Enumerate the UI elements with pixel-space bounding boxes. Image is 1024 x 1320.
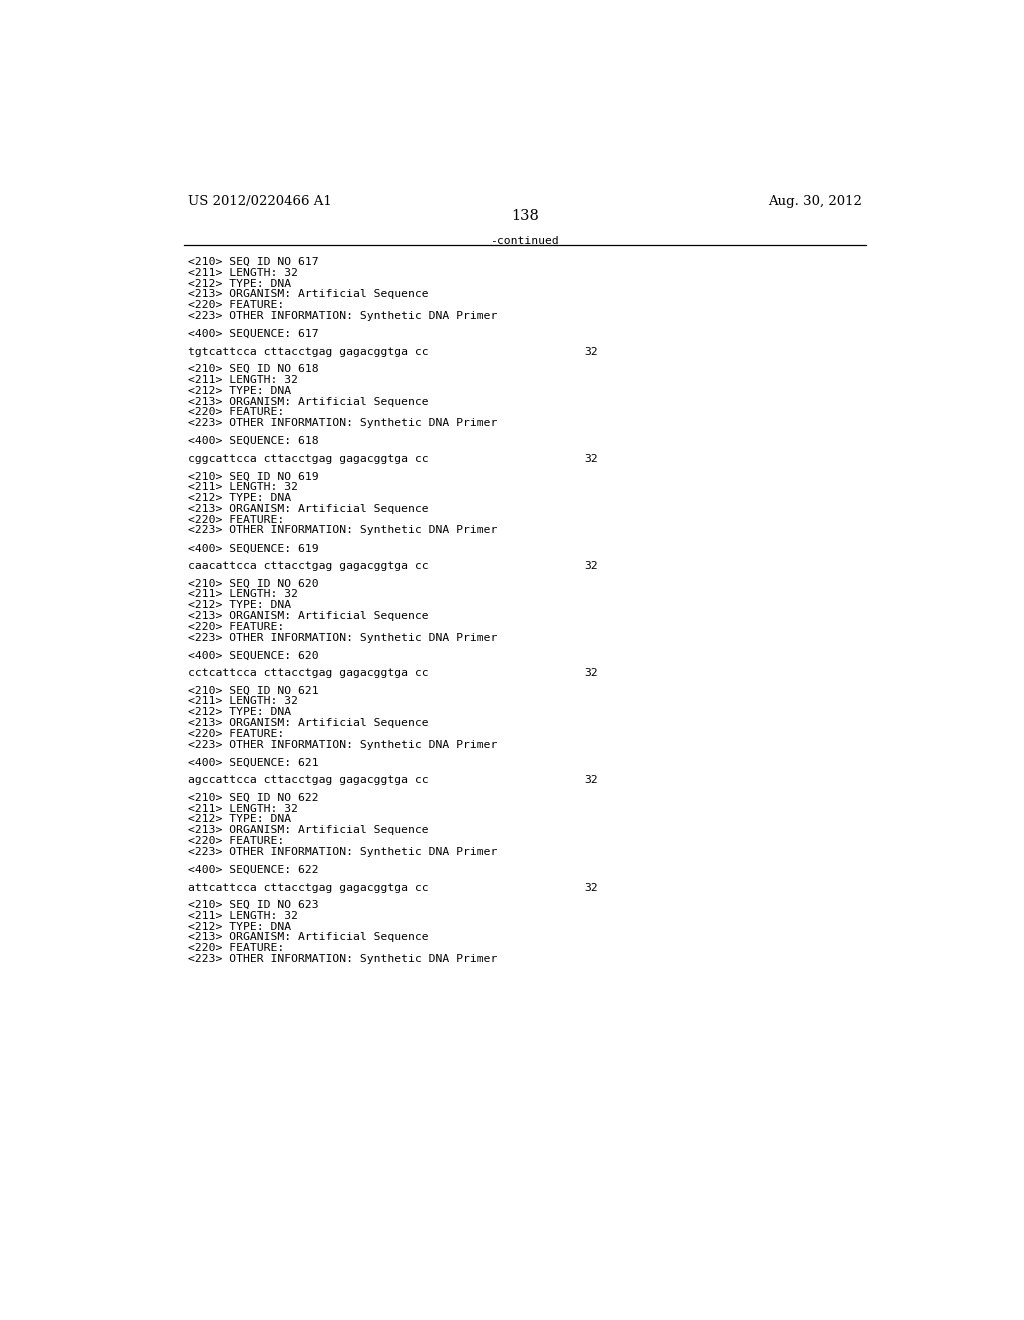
Text: <400> SEQUENCE: 622: <400> SEQUENCE: 622 <box>187 865 318 875</box>
Text: <212> TYPE: DNA: <212> TYPE: DNA <box>187 601 291 610</box>
Text: <223> OTHER INFORMATION: Synthetic DNA Primer: <223> OTHER INFORMATION: Synthetic DNA P… <box>187 739 497 750</box>
Text: <400> SEQUENCE: 617: <400> SEQUENCE: 617 <box>187 329 318 339</box>
Text: <211> LENGTH: 32: <211> LENGTH: 32 <box>187 589 298 599</box>
Text: <220> FEATURE:: <220> FEATURE: <box>187 515 284 524</box>
Text: <220> FEATURE:: <220> FEATURE: <box>187 300 284 310</box>
Text: <213> ORGANISM: Artificial Sequence: <213> ORGANISM: Artificial Sequence <box>187 718 428 729</box>
Text: <211> LENGTH: 32: <211> LENGTH: 32 <box>187 911 298 921</box>
Text: <210> SEQ ID NO 623: <210> SEQ ID NO 623 <box>187 900 318 909</box>
Text: <210> SEQ ID NO 620: <210> SEQ ID NO 620 <box>187 578 318 589</box>
Text: <212> TYPE: DNA: <212> TYPE: DNA <box>187 921 291 932</box>
Text: <212> TYPE: DNA: <212> TYPE: DNA <box>187 492 291 503</box>
Text: 32: 32 <box>585 454 598 465</box>
Text: <212> TYPE: DNA: <212> TYPE: DNA <box>187 385 291 396</box>
Text: <220> FEATURE:: <220> FEATURE: <box>187 622 284 632</box>
Text: <211> LENGTH: 32: <211> LENGTH: 32 <box>187 482 298 492</box>
Text: <223> OTHER INFORMATION: Synthetic DNA Primer: <223> OTHER INFORMATION: Synthetic DNA P… <box>187 632 497 643</box>
Text: <400> SEQUENCE: 618: <400> SEQUENCE: 618 <box>187 436 318 446</box>
Text: <211> LENGTH: 32: <211> LENGTH: 32 <box>187 268 298 277</box>
Text: <400> SEQUENCE: 621: <400> SEQUENCE: 621 <box>187 758 318 768</box>
Text: <223> OTHER INFORMATION: Synthetic DNA Primer: <223> OTHER INFORMATION: Synthetic DNA P… <box>187 418 497 428</box>
Text: <223> OTHER INFORMATION: Synthetic DNA Primer: <223> OTHER INFORMATION: Synthetic DNA P… <box>187 847 497 857</box>
Text: <213> ORGANISM: Artificial Sequence: <213> ORGANISM: Artificial Sequence <box>187 504 428 513</box>
Text: 32: 32 <box>585 775 598 785</box>
Text: <210> SEQ ID NO 621: <210> SEQ ID NO 621 <box>187 685 318 696</box>
Text: <210> SEQ ID NO 622: <210> SEQ ID NO 622 <box>187 793 318 803</box>
Text: -continued: -continued <box>490 236 559 246</box>
Text: 32: 32 <box>585 668 598 678</box>
Text: <213> ORGANISM: Artificial Sequence: <213> ORGANISM: Artificial Sequence <box>187 289 428 300</box>
Text: Aug. 30, 2012: Aug. 30, 2012 <box>768 195 862 209</box>
Text: <210> SEQ ID NO 617: <210> SEQ ID NO 617 <box>187 257 318 267</box>
Text: <223> OTHER INFORMATION: Synthetic DNA Primer: <223> OTHER INFORMATION: Synthetic DNA P… <box>187 525 497 536</box>
Text: US 2012/0220466 A1: US 2012/0220466 A1 <box>187 195 332 209</box>
Text: <400> SEQUENCE: 619: <400> SEQUENCE: 619 <box>187 544 318 553</box>
Text: tgtcattcca cttacctgag gagacggtga cc: tgtcattcca cttacctgag gagacggtga cc <box>187 347 428 356</box>
Text: <400> SEQUENCE: 620: <400> SEQUENCE: 620 <box>187 651 318 660</box>
Text: cggcattcca cttacctgag gagacggtga cc: cggcattcca cttacctgag gagacggtga cc <box>187 454 428 465</box>
Text: <213> ORGANISM: Artificial Sequence: <213> ORGANISM: Artificial Sequence <box>187 825 428 836</box>
Text: 138: 138 <box>511 210 539 223</box>
Text: <220> FEATURE:: <220> FEATURE: <box>187 944 284 953</box>
Text: <210> SEQ ID NO 618: <210> SEQ ID NO 618 <box>187 364 318 374</box>
Text: 32: 32 <box>585 561 598 572</box>
Text: <212> TYPE: DNA: <212> TYPE: DNA <box>187 814 291 825</box>
Text: <220> FEATURE:: <220> FEATURE: <box>187 836 284 846</box>
Text: 32: 32 <box>585 883 598 892</box>
Text: agccattcca cttacctgag gagacggtga cc: agccattcca cttacctgag gagacggtga cc <box>187 775 428 785</box>
Text: <210> SEQ ID NO 619: <210> SEQ ID NO 619 <box>187 471 318 482</box>
Text: <211> LENGTH: 32: <211> LENGTH: 32 <box>187 697 298 706</box>
Text: <220> FEATURE:: <220> FEATURE: <box>187 729 284 739</box>
Text: <213> ORGANISM: Artificial Sequence: <213> ORGANISM: Artificial Sequence <box>187 611 428 620</box>
Text: <213> ORGANISM: Artificial Sequence: <213> ORGANISM: Artificial Sequence <box>187 932 428 942</box>
Text: <223> OTHER INFORMATION: Synthetic DNA Primer: <223> OTHER INFORMATION: Synthetic DNA P… <box>187 312 497 321</box>
Text: 32: 32 <box>585 347 598 356</box>
Text: cctcattcca cttacctgag gagacggtga cc: cctcattcca cttacctgag gagacggtga cc <box>187 668 428 678</box>
Text: <211> LENGTH: 32: <211> LENGTH: 32 <box>187 375 298 385</box>
Text: <213> ORGANISM: Artificial Sequence: <213> ORGANISM: Artificial Sequence <box>187 396 428 407</box>
Text: caacattcca cttacctgag gagacggtga cc: caacattcca cttacctgag gagacggtga cc <box>187 561 428 572</box>
Text: attcattcca cttacctgag gagacggtga cc: attcattcca cttacctgag gagacggtga cc <box>187 883 428 892</box>
Text: <212> TYPE: DNA: <212> TYPE: DNA <box>187 279 291 289</box>
Text: <211> LENGTH: 32: <211> LENGTH: 32 <box>187 804 298 813</box>
Text: <212> TYPE: DNA: <212> TYPE: DNA <box>187 708 291 717</box>
Text: <223> OTHER INFORMATION: Synthetic DNA Primer: <223> OTHER INFORMATION: Synthetic DNA P… <box>187 954 497 964</box>
Text: <220> FEATURE:: <220> FEATURE: <box>187 408 284 417</box>
